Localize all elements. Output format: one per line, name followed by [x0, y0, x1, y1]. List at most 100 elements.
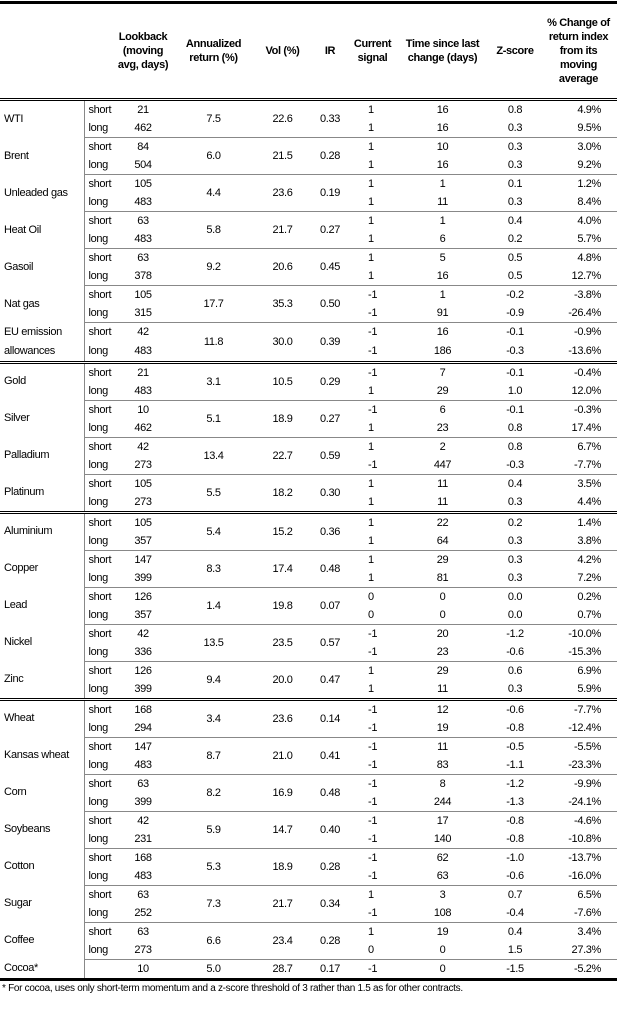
pct-change: -9.9%	[540, 773, 617, 793]
pct-change: -26.4%	[568, 307, 601, 319]
current-signal: -1	[350, 810, 395, 830]
term-label: long	[88, 307, 109, 319]
pct-change: -0.3%	[540, 399, 617, 419]
time-since-change: 91	[436, 307, 449, 319]
time-since-change: 29	[436, 384, 449, 397]
term-label: short	[84, 847, 114, 867]
lookback-days: 42	[114, 321, 172, 342]
current-signal: 1	[350, 137, 395, 156]
pct-change: 4.2%	[540, 549, 617, 569]
term-label: short	[84, 810, 114, 830]
pct-change: 12.7%	[571, 270, 602, 282]
vol: 21.7	[255, 211, 310, 249]
current-signal: -1	[350, 697, 395, 719]
term-label: short	[84, 137, 114, 156]
term-label: short	[84, 99, 114, 119]
ir: 0.40	[310, 810, 350, 848]
ir: 0.33	[310, 99, 350, 138]
time-since-change: 81	[436, 571, 449, 584]
lookback-days: 63	[114, 248, 172, 267]
current-signal: -1	[350, 285, 395, 304]
vol: 10.5	[255, 360, 310, 400]
vol: 17.4	[255, 549, 310, 587]
table-row: long 273 1 11 0.3 4.4%	[0, 493, 617, 513]
current-signal: 1	[350, 99, 395, 119]
z-score: 0.5	[507, 270, 523, 282]
table-row: long 483 -1 63 -0.6 -16.0%	[0, 867, 617, 886]
header-row: Lookback (moving avg, days) Annualized r…	[0, 2, 617, 101]
term-label: long	[88, 571, 109, 584]
lookback-days: 294	[134, 721, 152, 734]
current-signal: 0	[350, 586, 395, 606]
current-signal: 1	[350, 884, 395, 904]
vol: 14.7	[255, 810, 310, 848]
lookback-days: 21	[114, 99, 172, 119]
current-signal: 0	[368, 943, 374, 956]
z-score: 0.3	[507, 682, 523, 695]
z-score: 0.0	[490, 586, 540, 606]
table-row: Soybeans short 42 5.9 14.7 0.40 -1 17 -0.8 -4.6%	[0, 810, 617, 848]
term-label: short	[84, 697, 114, 719]
vol: 21.7	[255, 884, 310, 922]
z-score: 0.3	[507, 159, 523, 171]
current-signal: 1	[350, 510, 395, 532]
time-since-change: 186	[433, 345, 452, 358]
pct-change: -5.2%	[540, 958, 617, 981]
time-since-change: 10	[395, 137, 490, 156]
time-since-change: 19	[436, 721, 449, 734]
time-since-change: 8	[395, 773, 490, 793]
current-signal: -1	[368, 906, 378, 919]
commodity-name: Lead	[0, 587, 85, 624]
ir: 0.19	[310, 174, 350, 212]
term-label: long	[88, 906, 109, 919]
pct-change: 3.0%	[540, 137, 617, 156]
lookback-days: 63	[114, 211, 172, 230]
vol: 23.5	[255, 623, 310, 661]
lookback-days: 147	[114, 736, 172, 756]
pct-change: -12.4%	[568, 721, 601, 734]
time-since-change: 29	[395, 660, 490, 680]
header-term	[84, 2, 114, 101]
lookback-days: 273	[134, 458, 152, 471]
current-signal: 1	[350, 921, 395, 941]
lookback-days: 399	[134, 682, 152, 695]
lookback-days: 483	[134, 345, 152, 358]
table-row: Coffee short 63 6.6 23.4 0.28 1 19 0.4 3.4%	[0, 921, 617, 959]
time-since-change: 16	[436, 270, 449, 282]
term-label: long	[88, 233, 109, 245]
lookback-days: 399	[134, 571, 152, 584]
header-annualized-return: Annualized return (%)	[172, 2, 255, 101]
z-score: 0.1	[490, 174, 540, 193]
ir: 0.28	[310, 921, 350, 959]
term-label: short	[84, 473, 114, 493]
lookback-days: 231	[134, 832, 152, 845]
annualized-return: 11.8	[172, 322, 255, 362]
vol: 35.3	[255, 285, 310, 323]
current-signal: -1	[368, 795, 378, 808]
z-score: -0.8	[506, 832, 524, 845]
table-row: long 504 1 16 0.3 9.2%	[0, 156, 617, 175]
table-row: long 399 1 11 0.3 5.9%	[0, 680, 617, 700]
vol: 20.6	[255, 248, 310, 286]
ir: 0.50	[310, 285, 350, 323]
z-score: 0.3	[507, 196, 523, 208]
time-since-change: 16	[395, 99, 490, 119]
table-row: EU emission allowances short 42 11.8 30.0 0.3…	[0, 321, 617, 362]
lookback-days: 63	[114, 773, 172, 793]
term-label: short	[84, 884, 114, 904]
z-score: 0.3	[507, 571, 523, 584]
table-row: Unleaded gas short 105 4.4 23.6 0.19 1 1 0.1 1.2%	[0, 174, 617, 212]
ir: 0.28	[310, 137, 350, 175]
time-since-change: 11	[437, 682, 448, 695]
table-row: Nickel short 42 13.5 23.5 0.57 -1 20 -1.2 -10.0%	[0, 623, 617, 661]
table-row: Nat gas short 105 17.7 35.3 0.50 -1 1 -0.2 -3.8%	[0, 285, 617, 323]
header-pct-change: % Change of return index from its moving…	[540, 2, 617, 101]
vol: 20.0	[255, 660, 310, 699]
z-score: 0.4	[490, 211, 540, 230]
lookback-days: 315	[134, 307, 152, 319]
z-score: 0.5	[490, 248, 540, 267]
time-since-change: 11	[395, 736, 490, 756]
term-label: short	[84, 510, 114, 532]
term-label: short	[84, 623, 114, 643]
lookback-days: 273	[134, 943, 152, 956]
